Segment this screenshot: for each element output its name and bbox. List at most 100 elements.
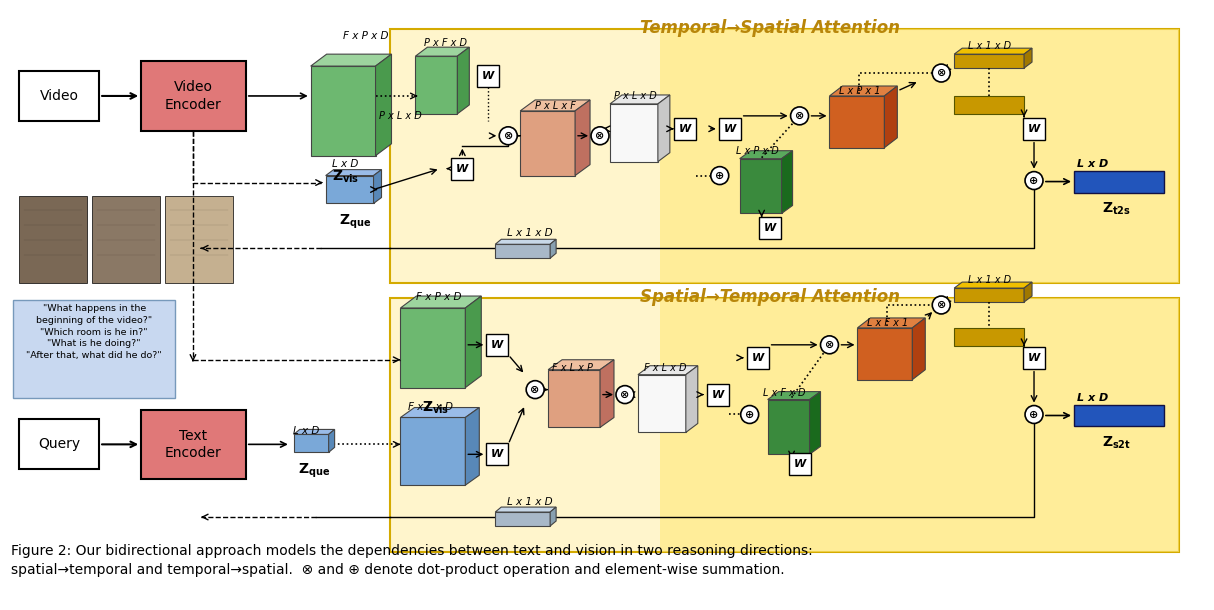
Text: W: W [764, 223, 776, 234]
Text: F x P x D: F x P x D [342, 31, 388, 41]
Circle shape [1025, 406, 1043, 423]
Text: F x P x D: F x P x D [415, 292, 461, 302]
Polygon shape [600, 360, 614, 428]
Text: ⊗: ⊗ [824, 340, 834, 350]
Text: $\mathbf{Z_{s2t}}$: $\mathbf{Z_{s2t}}$ [1102, 434, 1131, 451]
Text: $\mathbf{Z_{t2s}}$: $\mathbf{Z_{t2s}}$ [1102, 201, 1131, 217]
Circle shape [615, 386, 634, 404]
Text: L x D: L x D [1077, 393, 1108, 403]
Polygon shape [495, 244, 550, 258]
FancyBboxPatch shape [954, 96, 1025, 114]
FancyBboxPatch shape [660, 29, 1179, 283]
Circle shape [932, 296, 951, 314]
Text: ⊕: ⊕ [1029, 176, 1039, 185]
Polygon shape [495, 507, 556, 512]
Polygon shape [550, 507, 556, 526]
Polygon shape [782, 151, 793, 213]
Text: ⊗: ⊗ [795, 111, 804, 121]
Text: L x 1 x D: L x 1 x D [507, 497, 554, 507]
Text: ⊕: ⊕ [1029, 409, 1039, 420]
Text: P x L x D: P x L x D [379, 111, 421, 121]
FancyBboxPatch shape [165, 195, 233, 283]
Text: ⊗: ⊗ [531, 385, 540, 395]
Text: L x P x 1: L x P x 1 [839, 86, 880, 96]
Text: W: W [456, 163, 469, 174]
Text: Temporal→Spatial Attention: Temporal→Spatial Attention [640, 20, 900, 37]
Circle shape [710, 167, 728, 185]
Polygon shape [465, 296, 481, 387]
Text: L x D: L x D [333, 159, 359, 168]
FancyBboxPatch shape [487, 334, 509, 356]
Polygon shape [857, 328, 912, 379]
Polygon shape [374, 170, 381, 204]
Text: W: W [711, 390, 724, 400]
Polygon shape [739, 159, 782, 213]
Polygon shape [325, 170, 381, 176]
Polygon shape [401, 308, 465, 387]
FancyBboxPatch shape [660, 298, 1179, 552]
Polygon shape [658, 95, 670, 162]
Polygon shape [954, 288, 1025, 302]
Text: W: W [492, 340, 504, 350]
Polygon shape [637, 366, 698, 375]
Polygon shape [549, 370, 600, 428]
Polygon shape [401, 296, 481, 308]
Text: Query: Query [38, 437, 80, 451]
Text: "What happens in the
beginning of the video?"
"Which room is he in?"
"What is he: "What happens in the beginning of the vi… [27, 304, 161, 360]
FancyBboxPatch shape [19, 71, 100, 121]
FancyBboxPatch shape [19, 195, 87, 283]
Text: ⊗: ⊗ [595, 131, 605, 141]
Polygon shape [311, 66, 375, 156]
Text: P x L x D: P x L x D [613, 91, 657, 101]
FancyBboxPatch shape [1074, 404, 1164, 426]
FancyBboxPatch shape [19, 420, 100, 469]
Polygon shape [401, 407, 480, 417]
Text: L x F x D: L x F x D [764, 387, 806, 398]
FancyBboxPatch shape [1074, 171, 1164, 193]
Circle shape [790, 107, 809, 125]
Text: L x 1 x D: L x 1 x D [507, 228, 554, 239]
FancyBboxPatch shape [707, 384, 728, 406]
Polygon shape [609, 104, 658, 162]
FancyBboxPatch shape [141, 61, 245, 131]
Text: ⊗: ⊗ [936, 68, 946, 78]
Polygon shape [575, 100, 590, 176]
Polygon shape [1025, 282, 1032, 302]
Text: $\mathbf{Z_{vis}}$: $\mathbf{Z_{vis}}$ [421, 400, 449, 416]
Text: ⊕: ⊕ [715, 171, 725, 181]
Text: F x L x D: F x L x D [643, 363, 686, 373]
Text: Video: Video [40, 89, 79, 103]
Text: W: W [679, 124, 691, 134]
Polygon shape [739, 151, 793, 159]
Polygon shape [767, 400, 810, 454]
Polygon shape [375, 54, 391, 156]
Text: W: W [724, 124, 736, 134]
Polygon shape [609, 95, 670, 104]
FancyBboxPatch shape [391, 29, 1179, 283]
Text: Spatial→Temporal Attention: Spatial→Temporal Attention [640, 288, 900, 306]
Text: $\mathbf{Z_{vis}}$: $\mathbf{Z_{vis}}$ [331, 168, 359, 185]
Polygon shape [294, 429, 335, 434]
FancyBboxPatch shape [487, 443, 509, 465]
Circle shape [741, 406, 759, 423]
FancyBboxPatch shape [13, 300, 175, 398]
Polygon shape [810, 392, 821, 454]
FancyBboxPatch shape [1023, 118, 1045, 140]
Polygon shape [294, 434, 329, 453]
Polygon shape [495, 239, 556, 244]
Polygon shape [325, 176, 374, 204]
Polygon shape [829, 86, 897, 96]
Text: ⊗: ⊗ [620, 390, 630, 400]
FancyBboxPatch shape [747, 347, 768, 368]
Text: L x P x D: L x P x D [736, 146, 779, 156]
Text: W: W [751, 353, 764, 363]
Circle shape [932, 64, 951, 82]
Polygon shape [829, 96, 884, 148]
Polygon shape [329, 429, 335, 453]
Polygon shape [521, 111, 575, 176]
Polygon shape [686, 366, 698, 432]
Text: Video
Encoder: Video Encoder [165, 81, 221, 112]
Circle shape [499, 127, 517, 145]
Text: Figure 2: Our bidirectional approach models the dependencies between text and vi: Figure 2: Our bidirectional approach mod… [11, 544, 813, 578]
Polygon shape [954, 54, 1025, 68]
